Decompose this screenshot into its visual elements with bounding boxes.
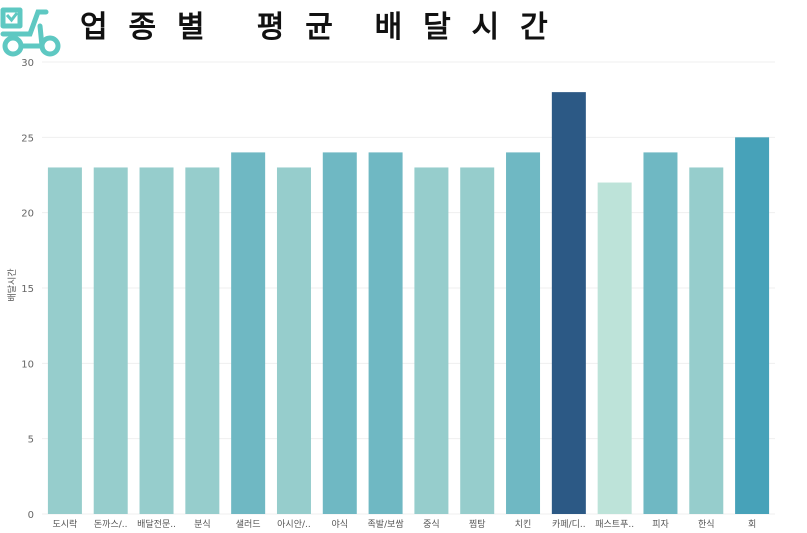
y-tick-label: 25 — [21, 133, 34, 144]
x-tick-label: 샐러드 — [236, 519, 261, 530]
bar[interactable] — [689, 167, 724, 514]
bar[interactable] — [276, 167, 311, 514]
delivery-scooter-icon — [0, 7, 61, 57]
x-tick-label: 치킨 — [515, 518, 532, 530]
x-tick-label: 찜탕 — [469, 519, 486, 530]
x-tick-label: 카페/디.. — [552, 519, 586, 530]
x-tick-label: 패스트푸.. — [595, 519, 634, 530]
x-tick-label: 도시락 — [52, 518, 77, 530]
bar[interactable] — [414, 167, 449, 514]
bar[interactable] — [47, 167, 82, 514]
x-tick-label: 중식 — [423, 519, 440, 530]
bar[interactable] — [139, 167, 174, 514]
chart-title: 업 종 별 평 균 배 달 시 간 — [80, 10, 548, 45]
x-tick-label: 족발/보쌈 — [368, 519, 404, 530]
bar[interactable] — [368, 152, 403, 514]
bar[interactable] — [597, 182, 632, 515]
y-axis-ticks: 0 5 10 15 20 25 30 — [21, 58, 34, 521]
x-tick-label: 한식 — [698, 519, 715, 530]
bar[interactable] — [93, 167, 128, 514]
x-tick-label: 피자 — [652, 519, 669, 530]
bar[interactable] — [231, 152, 266, 514]
bar[interactable] — [322, 152, 357, 514]
y-axis-label: 배달시간 — [6, 268, 18, 301]
y-tick-label: 30 — [21, 58, 34, 69]
bar[interactable] — [735, 137, 770, 515]
bar[interactable] — [460, 167, 495, 514]
bars — [47, 92, 770, 515]
bar[interactable] — [551, 92, 586, 514]
x-tick-label: 야식 — [332, 519, 349, 530]
bar[interactable] — [185, 167, 220, 514]
x-tick-label: 돈까스/.. — [94, 519, 128, 530]
y-tick-label: 5 — [28, 435, 34, 446]
y-tick-label: 10 — [21, 359, 34, 370]
x-axis-ticks: 도시락 돈까스/.. 배달전문.. 분식 샐러드 아시안/.. 야식 족발/보쌈 중식 찜탕 치킨 카… — [52, 518, 756, 530]
y-tick-label: 0 — [28, 510, 34, 521]
header: 업 종 별 평 균 배 달 시 간 — [0, 0, 807, 58]
y-tick-label: 15 — [21, 284, 34, 295]
x-tick-label: 분식 — [194, 519, 211, 530]
x-tick-label: 회 — [748, 519, 756, 530]
x-tick-label: 배달전문.. — [137, 518, 176, 530]
bar[interactable] — [506, 152, 541, 514]
bar[interactable] — [643, 152, 678, 514]
x-tick-label: 아시안/.. — [277, 519, 311, 530]
y-tick-label: 20 — [21, 209, 34, 220]
